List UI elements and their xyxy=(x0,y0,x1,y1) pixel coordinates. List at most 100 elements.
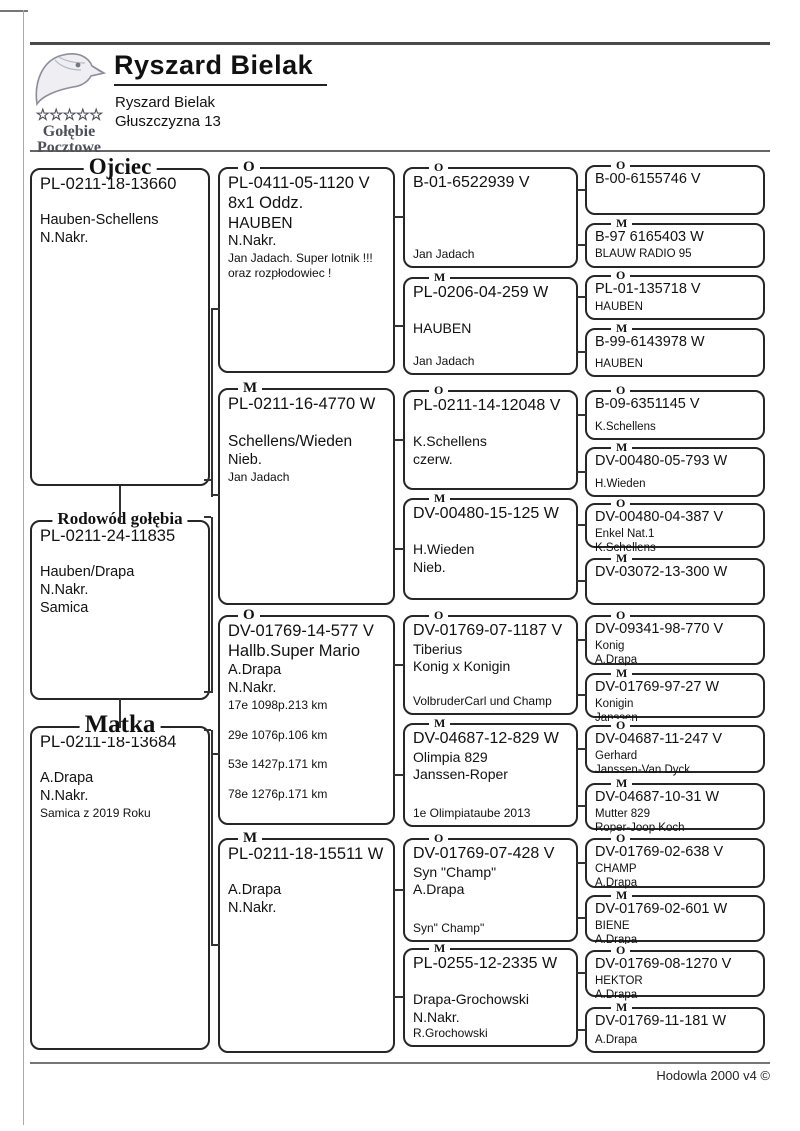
gen4-box-4: M B-99-6143978 W HAUBEN xyxy=(585,322,765,377)
gen3-box-7: O DV-01769-07-428 V Syn "Champ" A.Drapa Syn"… xyxy=(403,832,578,942)
ring-number: PL-0206-04-259 W xyxy=(413,284,549,301)
info-line: Hauben/Drapa xyxy=(40,564,135,581)
connector-line xyxy=(211,944,220,946)
info-line: A.Drapa xyxy=(595,877,638,890)
sex-tag: O xyxy=(238,608,260,623)
info-line: HAUBEN xyxy=(228,214,293,232)
info-line: Syn "Champ" xyxy=(413,863,497,880)
connector-line xyxy=(211,308,220,310)
ring-number: DV-00480-04-387 V xyxy=(595,509,724,525)
header-rule xyxy=(30,150,770,152)
father-box: Ojciec PL-0211-18-13660 Hauben-Schellens N.… xyxy=(30,155,210,486)
info-line: Jan Jadach xyxy=(413,247,475,262)
ring-number: DV-01769-02-638 V xyxy=(595,844,724,860)
connector-line xyxy=(211,730,213,946)
ring-number: DV-01769-11-181 W xyxy=(595,1013,727,1029)
info-line: Samica xyxy=(40,600,89,617)
info-line xyxy=(413,974,570,991)
ring-number: PL-0211-18-15511 W xyxy=(228,845,384,863)
gen2-box-4: M PL-0211-18-15511 W A.Drapa N.Nakr. xyxy=(218,831,395,1053)
info-line: VolbruderCarl und Champ xyxy=(413,694,552,709)
gen3-box-4: M DV-00480-15-125 W H.Wieden Nieb. xyxy=(403,492,578,600)
gen4-box-9: O DV-09341-98-770 V Konig A.Drapa xyxy=(585,609,765,667)
ring-number: DV-04687-10-31 W xyxy=(595,789,720,805)
sex-tag: M xyxy=(238,381,263,396)
info-line: A.Drapa xyxy=(595,654,638,667)
info-line: N.Nakr. xyxy=(40,582,89,599)
ring-number: PL-0211-18-13660 xyxy=(40,175,177,193)
gen3-box-1: O B-01-6522939 V Jan Jadach xyxy=(403,161,578,268)
connector-line xyxy=(204,691,211,693)
club-logo: ☆☆☆☆☆ Gołębie Pocztowe xyxy=(26,50,112,157)
sex-tag: M xyxy=(611,777,633,789)
gen2-box-1: O PL-0411-05-1120 V 8x1 Oddz. HAUBEN N.Nakr.… xyxy=(218,160,395,373)
gen4-box-3: O PL-01-135718 V HAUBEN xyxy=(585,269,765,320)
ring-number: PL-01-135718 V xyxy=(595,281,701,297)
sex-tag: O xyxy=(611,832,631,844)
info-line: 17e 1098p.213 km xyxy=(228,697,328,712)
connector-line xyxy=(577,296,586,298)
sex-tag: O xyxy=(611,609,631,621)
ring-number: DV-00480-05-793 W xyxy=(595,453,728,469)
sex-tag: M xyxy=(611,322,633,334)
info-line: A.Drapa xyxy=(595,989,638,1002)
gen4-box-7: O DV-00480-04-387 V Enkel Nat.1 K.Schellens xyxy=(585,497,765,554)
sex-tag: M xyxy=(429,942,451,954)
owner-address: Głuszczyzna 13 xyxy=(115,113,221,130)
scan-artifact-line xyxy=(0,10,28,12)
ring-number: PL-0411-05-1120 V xyxy=(228,174,370,192)
info-line: Jan Jadach xyxy=(228,469,290,484)
gen4-box-5: O B-09-6351145 V K.Schellens xyxy=(585,384,765,440)
sex-tag: O xyxy=(429,161,449,173)
connector-line xyxy=(577,351,586,353)
info-line: 53e 1427p.171 km xyxy=(228,757,328,772)
info-line: oraz rozpłodowiec ! xyxy=(228,265,332,280)
ring-number: PL-0255-12-2335 W xyxy=(413,955,558,972)
connector-line xyxy=(577,524,586,526)
info-line: N.Nakr. xyxy=(228,233,277,250)
connector-line xyxy=(577,580,586,582)
sex-tag: M xyxy=(611,552,633,564)
connector-line xyxy=(119,698,121,728)
sex-tag: M xyxy=(429,271,451,283)
connector-line xyxy=(394,664,404,666)
connector-line xyxy=(577,805,586,807)
connector-line xyxy=(394,216,404,218)
info-line xyxy=(228,414,387,432)
sex-tag: M xyxy=(611,1001,633,1013)
gen3-box-2: M PL-0206-04-259 W HAUBEN Jan Jadach xyxy=(403,271,578,375)
info-line: Samica z 2019 Roku xyxy=(40,806,151,821)
connector-line xyxy=(211,494,220,496)
info-line: Konig x Konigin xyxy=(413,658,511,675)
gen3-box-5: O DV-01769-07-1187 V Tiberius Konig x Konig… xyxy=(403,609,578,715)
sex-tag: O xyxy=(611,497,631,509)
info-line: HAUBEN xyxy=(413,320,472,337)
software-credit: Hodowla 2000 v4 © xyxy=(656,1068,770,1083)
ring-number: Hallb.Super Mario xyxy=(228,642,361,661)
sex-tag: O xyxy=(611,719,631,731)
ring-number: DV-03072-13-300 W xyxy=(595,564,728,580)
gen4-box-11: O DV-04687-11-247 V Gerhard Janssen-Van Dyc… xyxy=(585,719,765,776)
sex-tag: O xyxy=(611,159,631,171)
top-rule xyxy=(30,42,770,45)
info-line: HAUBEN xyxy=(595,357,643,370)
connector-line xyxy=(204,516,211,518)
info-line xyxy=(40,546,202,564)
sex-tag: M xyxy=(611,217,633,229)
info-line: A.Drapa xyxy=(595,1033,638,1046)
connector-line xyxy=(394,996,404,998)
gen4-box-16: M DV-01769-11-181 W A.Drapa xyxy=(585,1001,765,1053)
info-line: Mutter 829 xyxy=(595,807,650,820)
sex-tag: M xyxy=(611,441,633,453)
gen4-box-14: M DV-01769-02-601 W BIENE A.Drapa xyxy=(585,889,765,946)
info-line: BLAUW RADIO 95 xyxy=(595,247,692,260)
info-line: Olimpia 829 xyxy=(413,748,488,765)
gen4-box-12: M DV-04687-10-31 W Mutter 829 Roper-Joop Ko… xyxy=(585,777,765,834)
ring-number: DV-01769-02-601 W xyxy=(595,901,728,917)
sex-tag: M xyxy=(611,889,633,901)
info-line: R.Grochowski xyxy=(413,1025,488,1040)
connector-line xyxy=(394,439,404,441)
ring-number: DV-01769-08-1270 V xyxy=(595,956,732,972)
sex-tag: M xyxy=(429,717,451,729)
